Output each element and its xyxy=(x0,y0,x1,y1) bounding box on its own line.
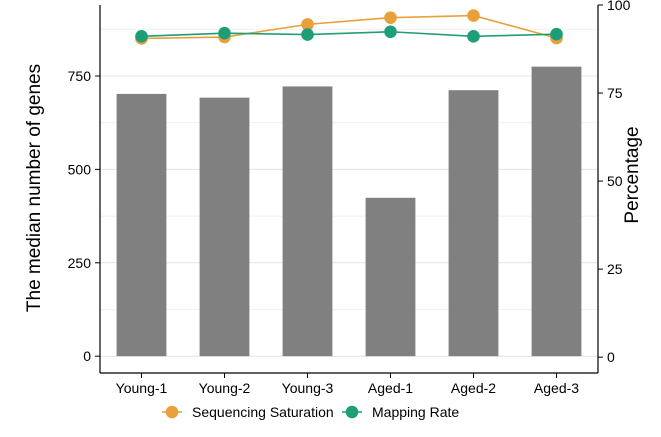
x-tick-label: Young-3 xyxy=(282,380,334,396)
y2-tick-label: 0 xyxy=(607,349,615,365)
data-point xyxy=(467,30,480,43)
bar xyxy=(531,66,582,357)
axes: 0 250 500 750 0 25 50 75 100 Young-1 Young-2 Young-… xyxy=(68,0,631,396)
series-line xyxy=(141,14,557,40)
data-point xyxy=(135,30,148,43)
y-tick-label: 250 xyxy=(68,255,92,271)
data-point xyxy=(467,9,480,22)
y-tick-label: 500 xyxy=(68,161,92,177)
line-series xyxy=(135,25,563,43)
x-tick-label: Young-2 xyxy=(199,380,251,396)
legend-marker xyxy=(345,405,359,419)
line-series xyxy=(135,9,563,45)
data-point xyxy=(384,25,397,39)
bar xyxy=(365,197,416,357)
x-tick-label: Aged-2 xyxy=(451,380,496,396)
y2-tick-label: 100 xyxy=(607,0,631,13)
y2-tick-label: 25 xyxy=(607,261,623,277)
data-point xyxy=(384,11,397,24)
bar-series xyxy=(116,66,582,357)
y-axis-title: The median number of genes xyxy=(24,64,45,312)
legend-label: Sequencing Saturation xyxy=(192,404,334,420)
x-tick-label: Aged-1 xyxy=(368,380,413,396)
bar xyxy=(199,97,250,357)
legend: Sequencing Saturation Mapping Rate xyxy=(162,404,459,420)
data-point xyxy=(550,27,563,41)
data-point xyxy=(218,26,231,40)
x-tick-label: Young-1 xyxy=(116,380,168,396)
bar xyxy=(116,93,167,357)
legend-item: Sequencing Saturation xyxy=(162,404,334,420)
y-tick-label: 750 xyxy=(68,68,92,84)
data-point xyxy=(301,18,314,31)
legend-marker xyxy=(165,405,179,419)
bar xyxy=(448,90,499,357)
legend-label: Mapping Rate xyxy=(372,404,459,420)
legend-item: Mapping Rate xyxy=(342,404,459,420)
y2-tick-label: 50 xyxy=(607,173,623,189)
x-tick-label: Aged-3 xyxy=(534,380,579,396)
y-tick-label: 0 xyxy=(83,348,91,364)
data-point xyxy=(301,28,314,41)
y2-axis-title: Percentage xyxy=(622,126,643,223)
line-series-group xyxy=(135,9,563,45)
gridlines xyxy=(100,28,598,357)
y2-tick-label: 75 xyxy=(607,85,623,101)
series-line xyxy=(141,30,557,38)
bar xyxy=(282,86,333,357)
